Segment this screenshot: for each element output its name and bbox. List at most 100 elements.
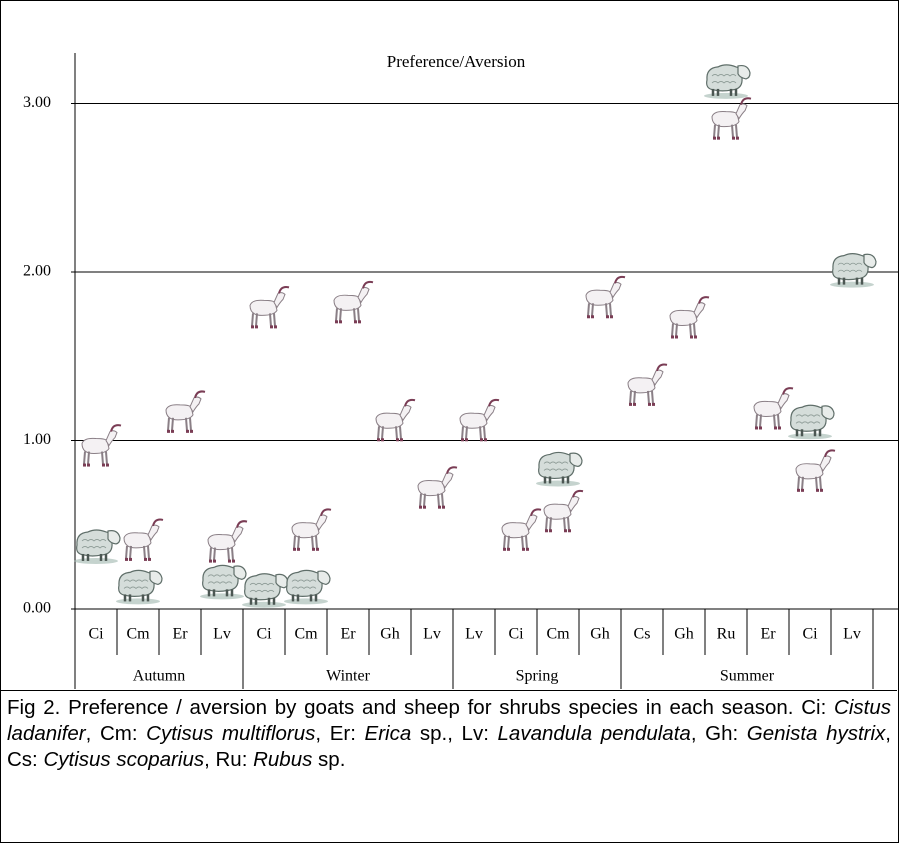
goat-hoof [400, 438, 403, 441]
x-tick-label: Er [760, 626, 776, 643]
goat-marker [418, 467, 457, 508]
goat-hoof [144, 558, 147, 561]
x-tick-label: Gh [590, 626, 610, 643]
goat-leg [336, 308, 337, 321]
goat-leg [508, 536, 509, 549]
sheep-body [833, 254, 868, 280]
goat-marker [628, 364, 667, 405]
sheep-body [539, 452, 574, 478]
sheep-marker [242, 574, 288, 608]
goat-leg [442, 494, 443, 507]
goat-hoof [816, 489, 819, 492]
goat-hoof [87, 464, 90, 467]
goat-leg [714, 125, 715, 138]
goat-hoof [801, 489, 804, 492]
x-tick-label: Cm [126, 626, 150, 643]
y-tick-label: 1.00 [23, 431, 51, 448]
goat-marker [334, 282, 373, 323]
goat-body [628, 378, 655, 393]
goat-leg [802, 477, 803, 490]
goat-leg [214, 548, 215, 561]
goat-hoof [358, 320, 361, 323]
goat-body [502, 523, 529, 538]
sheep-shadow [788, 433, 832, 439]
goat-head [526, 515, 537, 530]
y-tick-label: 0.00 [23, 600, 51, 617]
goat-hoof [232, 560, 235, 563]
goat-hoof [270, 325, 273, 328]
goat-hoof [568, 529, 571, 532]
goat-leg [354, 308, 355, 321]
goat-hoof [610, 315, 613, 318]
sheep-shadow [116, 598, 160, 604]
goat-hoof [106, 464, 109, 467]
sheep-head [738, 66, 750, 79]
x-tick-label: Cm [294, 626, 318, 643]
x-tick-label: Cs [634, 626, 651, 643]
goat-body [334, 295, 361, 310]
sheep-shadow [536, 480, 580, 486]
goat-hoof [171, 430, 174, 433]
goat-body [754, 401, 781, 416]
goat-leg [480, 426, 481, 439]
x-tick-label: Lv [465, 626, 483, 643]
goat-hoof [335, 320, 338, 323]
sheep-marker [116, 570, 162, 604]
goat-body [292, 523, 319, 538]
goat-leg [606, 303, 607, 316]
goat-hoof [629, 403, 632, 406]
caption-text: Lavandula pendulata [498, 722, 691, 745]
goat-leg [312, 536, 313, 549]
goat-leg [186, 418, 187, 431]
goat-leg [298, 536, 299, 549]
goat-leg [126, 546, 127, 559]
goat-head [400, 405, 411, 420]
goat-head [568, 496, 579, 511]
sheep-body [119, 570, 154, 596]
goat-body [250, 300, 277, 315]
x-tick-label: Gh [380, 626, 400, 643]
goat-marker [250, 287, 289, 328]
goat-hoof [633, 403, 636, 406]
goat-body [124, 533, 151, 548]
goat-hoof [102, 464, 105, 467]
x-tick-label: Ci [88, 626, 104, 643]
goat-hoof [442, 506, 445, 509]
goat-leg [190, 418, 191, 431]
goat-hoof [377, 438, 380, 441]
goat-body [376, 413, 403, 428]
x-tick-label: Lv [213, 626, 231, 643]
x-tick-label: Lv [423, 626, 441, 643]
caption-text: , Gh: [691, 722, 747, 745]
goat-body [670, 310, 697, 325]
goat-hoof [255, 325, 258, 328]
sheep-body [245, 574, 280, 600]
goat-hoof [797, 489, 800, 492]
goat-leg [144, 546, 145, 559]
goat-hoof [648, 403, 651, 406]
sheep-body [203, 565, 238, 591]
goat-marker [82, 425, 121, 466]
goat-hoof [755, 426, 758, 429]
sheep-body [77, 530, 112, 556]
goat-leg [210, 548, 211, 561]
goat-head [736, 104, 747, 119]
goat-hoof [717, 137, 720, 140]
caption-text: Fig 2. Preference / aversion by goats an… [7, 696, 834, 719]
goat-leg [462, 426, 463, 439]
goat-hoof [213, 560, 216, 563]
sheep-head [864, 254, 876, 267]
goat-leg [816, 477, 817, 490]
goat-marker [586, 277, 625, 318]
goat-leg [270, 313, 271, 326]
goat-head [484, 405, 495, 420]
goat-marker [796, 450, 835, 491]
goat-leg [168, 418, 169, 431]
goat-leg [294, 536, 295, 549]
goat-hoof [316, 548, 319, 551]
goat-leg [634, 391, 635, 404]
x-tick-label: Ci [802, 626, 818, 643]
goat-leg [564, 517, 565, 530]
sheep-shadow [284, 598, 328, 604]
goat-head [148, 525, 159, 540]
